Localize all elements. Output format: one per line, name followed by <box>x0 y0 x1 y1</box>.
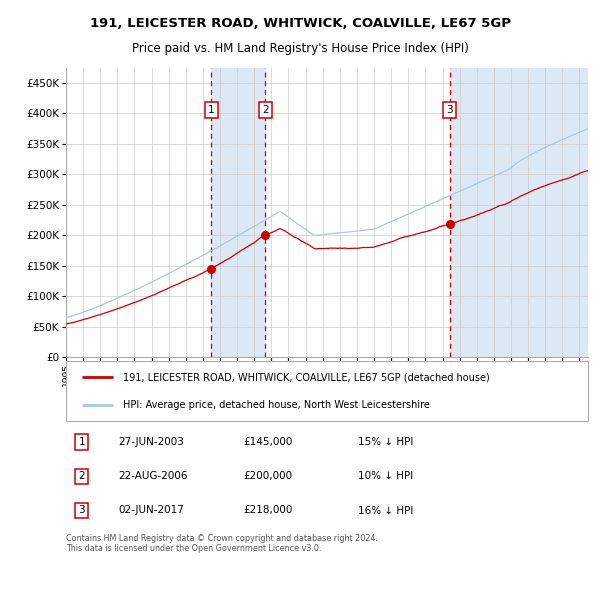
Text: 3: 3 <box>446 105 453 115</box>
Bar <box>211 68 265 357</box>
Text: 2: 2 <box>79 471 85 481</box>
Text: 02-JUN-2017: 02-JUN-2017 <box>118 506 184 516</box>
Text: 191, LEICESTER ROAD, WHITWICK, COALVILLE, LE67 5GP: 191, LEICESTER ROAD, WHITWICK, COALVILLE… <box>89 17 511 30</box>
Text: 16% ↓ HPI: 16% ↓ HPI <box>358 506 413 516</box>
Text: 3: 3 <box>79 506 85 516</box>
Text: 191, LEICESTER ROAD, WHITWICK, COALVILLE, LE67 5GP (detached house): 191, LEICESTER ROAD, WHITWICK, COALVILLE… <box>124 372 490 382</box>
Text: HPI: Average price, detached house, North West Leicestershire: HPI: Average price, detached house, Nort… <box>124 399 430 409</box>
Text: £218,000: £218,000 <box>244 506 293 516</box>
Text: 2: 2 <box>262 105 269 115</box>
Text: £145,000: £145,000 <box>244 437 293 447</box>
Bar <box>450 68 588 357</box>
Text: 1: 1 <box>208 105 215 115</box>
Text: Contains HM Land Registry data © Crown copyright and database right 2024.
This d: Contains HM Land Registry data © Crown c… <box>66 534 378 553</box>
Text: 22-AUG-2006: 22-AUG-2006 <box>118 471 188 481</box>
Text: Price paid vs. HM Land Registry's House Price Index (HPI): Price paid vs. HM Land Registry's House … <box>131 42 469 55</box>
Text: 27-JUN-2003: 27-JUN-2003 <box>118 437 184 447</box>
Text: 15% ↓ HPI: 15% ↓ HPI <box>358 437 413 447</box>
Text: 10% ↓ HPI: 10% ↓ HPI <box>358 471 413 481</box>
Text: 1: 1 <box>79 437 85 447</box>
Text: £200,000: £200,000 <box>244 471 293 481</box>
